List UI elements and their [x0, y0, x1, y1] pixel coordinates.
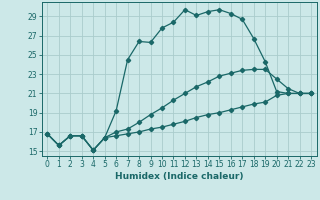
X-axis label: Humidex (Indice chaleur): Humidex (Indice chaleur) — [115, 172, 244, 181]
